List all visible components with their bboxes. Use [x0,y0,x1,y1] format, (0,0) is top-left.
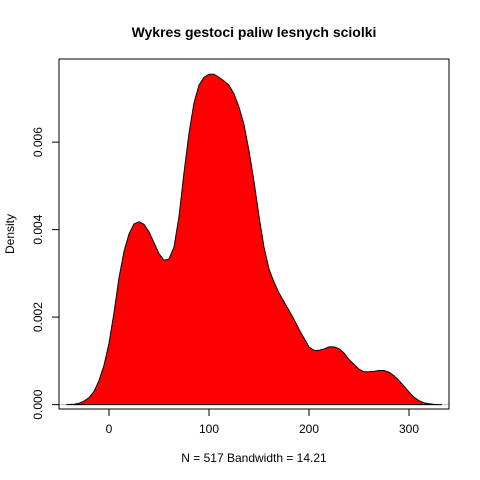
x-tick-label: 0 [106,422,113,436]
y-axis: 0.000 0.002 0.004 0.006 [31,127,60,420]
x-axis: 0 100 200 300 [106,408,419,436]
y-tick-label: 0.004 [31,214,45,244]
y-tick-label: 0.002 [31,302,45,332]
y-tick-label: 0.006 [31,127,45,157]
chart-title: Wykres gestoci paliw lesnych sciolki [132,24,377,40]
x-tick-label: 300 [399,422,419,436]
x-axis-label: N = 517 Bandwidth = 14.21 [181,451,327,465]
x-tick-label: 100 [199,422,219,436]
density-area [66,73,443,406]
x-tick-label: 200 [299,422,319,436]
y-tick-label: 0.000 [31,389,45,419]
y-axis-label: Density [3,214,17,254]
